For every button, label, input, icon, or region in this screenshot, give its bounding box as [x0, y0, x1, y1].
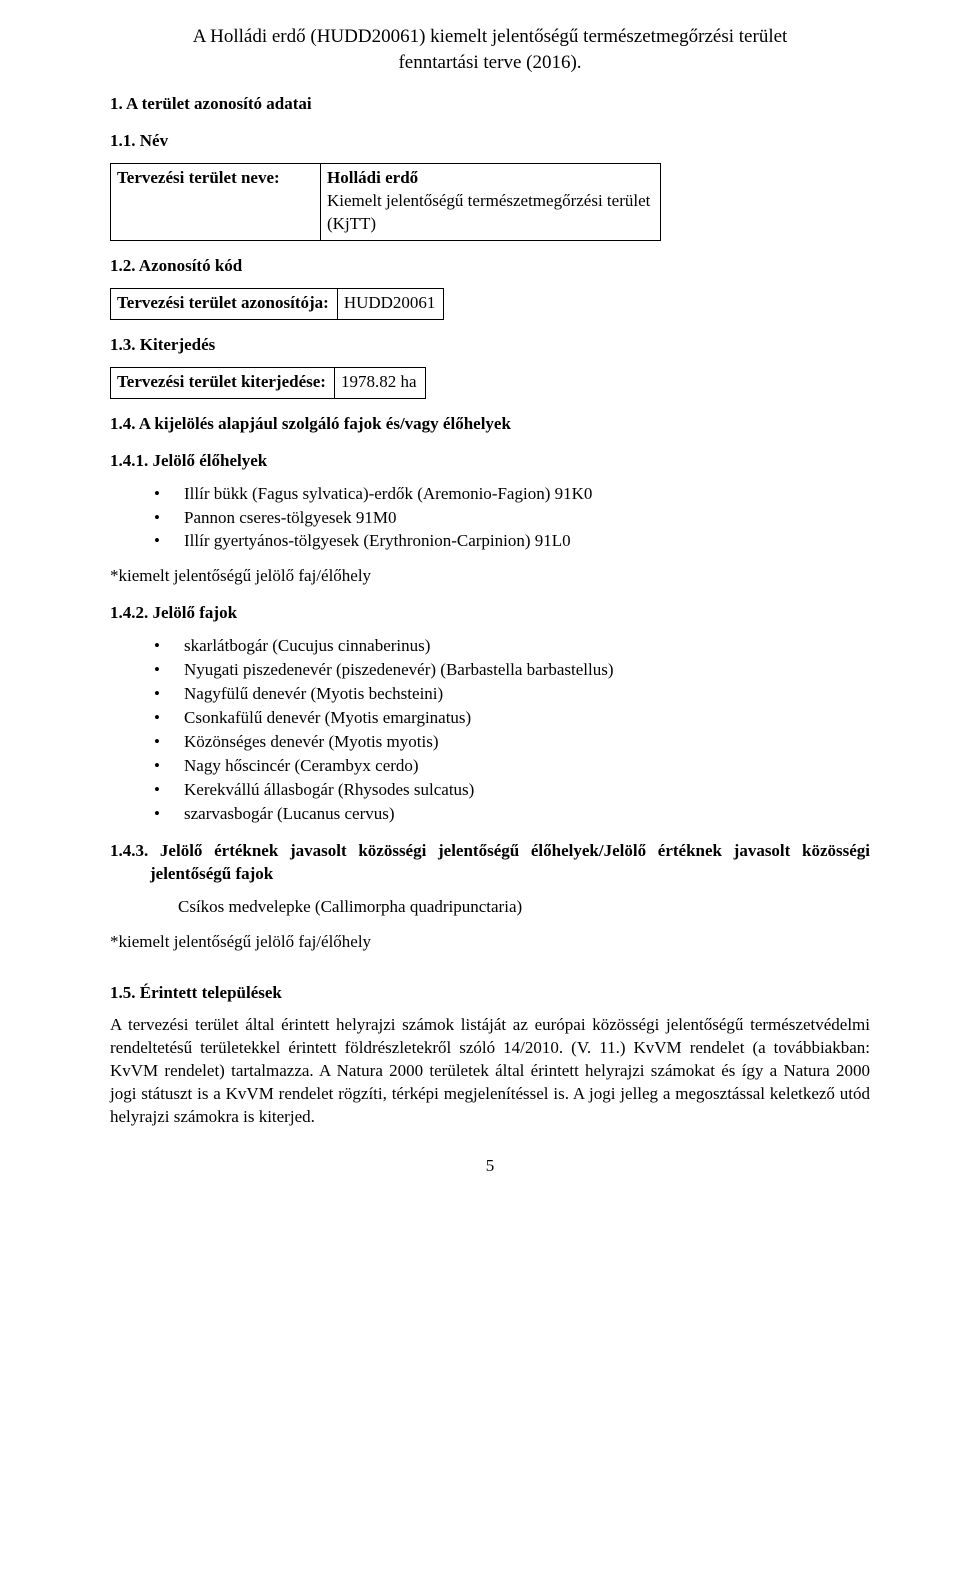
extent-value: 1978.82 ha [334, 367, 425, 398]
list-item: Közönséges denevér (Myotis myotis) [154, 731, 870, 754]
habitats-list: Illír bükk (Fagus sylvatica)-erdők (Arem… [154, 483, 870, 554]
id-label: Tervezési terület azonosítója: [111, 288, 338, 319]
section-1-4-3-heading: 1.4.3. Jelölő értéknek javasolt közösség… [110, 840, 870, 886]
section-1-3-heading: 1.3. Kiterjedés [110, 334, 870, 357]
list-item: Csonkafülű denevér (Myotis emarginatus) [154, 707, 870, 730]
habitats-note: *kiemelt jelentőségű jelölő faj/élőhely [110, 565, 870, 588]
extent-label: Tervezési terület kiterjedése: [111, 367, 335, 398]
id-value: HUDD20061 [337, 288, 444, 319]
name-value-line2: Kiemelt jelentőségű természetmegőrzési t… [327, 191, 650, 233]
settlements-text: A tervezési terület által érintett helyr… [110, 1014, 870, 1129]
list-item: szarvasbogár (Lucanus cervus) [154, 803, 870, 826]
proposed-species-text: Csíkos medvelepke (Callimorpha quadripun… [178, 896, 870, 919]
list-item: Illír gyertyános-tölgyesek (Erythronion-… [154, 530, 870, 553]
species-list: skarlátbogár (Cucujus cinnaberinus) Nyug… [154, 635, 870, 826]
name-value-line1: Holládi erdő [327, 168, 418, 187]
section-1-2-heading: 1.2. Azonosító kód [110, 255, 870, 278]
section-1-1-heading: 1.1. Név [110, 130, 870, 153]
extent-table: Tervezési terület kiterjedése: 1978.82 h… [110, 367, 426, 399]
list-item: Pannon cseres-tölgyesek 91M0 [154, 507, 870, 530]
proposed-note: *kiemelt jelentőségű jelölő faj/élőhely [110, 931, 870, 954]
list-item: skarlátbogár (Cucujus cinnaberinus) [154, 635, 870, 658]
name-label: Tervezési terület neve: [111, 164, 321, 241]
section-1-heading: 1. A terület azonosító adatai [110, 93, 870, 116]
section-1-4-2-heading: 1.4.2. Jelölő fajok [110, 602, 870, 625]
title-line-2: fenntartási terve (2016). [398, 52, 581, 73]
section-1-5-heading: 1.5. Érintett települések [110, 982, 870, 1005]
name-table: Tervezési terület neve: Holládi erdő Kie… [110, 163, 661, 241]
list-item: Nyugati piszedenevér (piszedenevér) (Bar… [154, 659, 870, 682]
list-item: Nagy hőscincér (Cerambyx cerdo) [154, 755, 870, 778]
section-1-4-heading: 1.4. A kijelölés alapjául szolgáló fajok… [110, 413, 870, 436]
name-value: Holládi erdő Kiemelt jelentőségű termész… [321, 164, 661, 241]
id-table: Tervezési terület azonosítója: HUDD20061 [110, 288, 444, 320]
title-line-1: A Holládi erdő (HUDD20061) kiemelt jelen… [193, 26, 788, 47]
list-item: Nagyfülű denevér (Myotis bechsteini) [154, 683, 870, 706]
list-item: Illír bükk (Fagus sylvatica)-erdők (Arem… [154, 483, 870, 506]
document-title: A Holládi erdő (HUDD20061) kiemelt jelen… [110, 24, 870, 75]
section-1-4-1-heading: 1.4.1. Jelölő élőhelyek [110, 450, 870, 473]
page-number: 5 [110, 1155, 870, 1178]
list-item: Kerekvállú állasbogár (Rhysodes sulcatus… [154, 779, 870, 802]
